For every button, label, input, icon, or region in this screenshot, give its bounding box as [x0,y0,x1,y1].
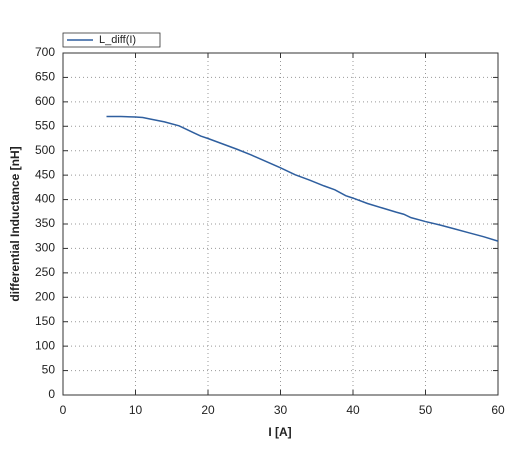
y-tick-label: 550 [35,118,55,132]
x-tick-label: 0 [60,403,67,417]
legend-box [62,32,161,48]
x-tick-label: 40 [346,403,360,417]
y-tick-label: 200 [35,289,55,303]
x-axis-title: I [A] [268,425,291,439]
data-line [106,115,499,242]
plot-frame [62,52,499,396]
legend-label: L_diff(I) [99,34,136,46]
x-tick-label: 60 [491,403,505,417]
y-tick-label: 50 [42,363,56,377]
y-tick-label: 600 [35,94,55,108]
x-tick-label: 20 [201,403,215,417]
y-tick-label: 250 [35,265,55,279]
y-tick-label: 0 [48,387,55,401]
x-tick-label: 50 [419,403,433,417]
y-tick-label: 150 [35,314,55,328]
y-tick-label: 350 [35,216,55,230]
y-tick-label: 450 [35,167,55,181]
y-tick-label: 500 [35,143,55,157]
y-tick-label: 100 [35,338,55,352]
y-axis-title: differential Inductance [nH] [8,146,22,301]
y-tick-label: 700 [35,45,55,59]
y-tick-label: 650 [35,70,55,84]
x-tick-label: 30 [274,403,288,417]
y-tick-label: 300 [35,241,55,255]
x-tick-label: 10 [129,403,143,417]
y-tick-label: 400 [35,192,55,206]
